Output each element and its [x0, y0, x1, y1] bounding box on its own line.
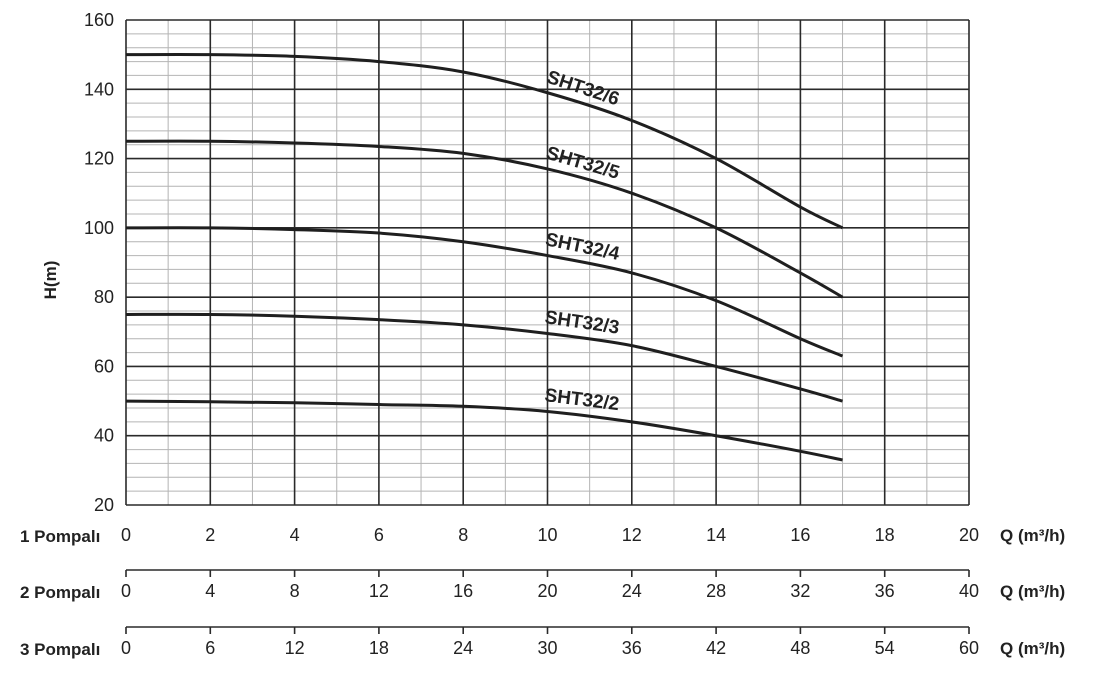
x-tick-label: 16 — [453, 581, 473, 601]
x-tick-label: 12 — [622, 525, 642, 545]
x-tick-label: 60 — [959, 638, 979, 658]
y-tick-label: 60 — [94, 356, 114, 376]
x-tick-label: 4 — [290, 525, 300, 545]
y-tick-label: 100 — [84, 218, 114, 238]
x-tick-label: 16 — [790, 525, 810, 545]
x-tick-label: 6 — [374, 525, 384, 545]
y-tick-labels: 160 140 120 100 80 60 40 20 — [84, 10, 114, 515]
x-tick-label: 12 — [369, 581, 389, 601]
x-tick-label: 24 — [453, 638, 473, 658]
x-tick-label: 48 — [790, 638, 810, 658]
series-line — [125, 399, 843, 462]
x-tick-label: 28 — [706, 581, 726, 601]
y-tick-label: 140 — [84, 79, 114, 99]
x-unit-label: Q (m³/h) — [1000, 639, 1065, 658]
series-line — [125, 53, 844, 230]
x-axes: 0 2 4 6 8 10 12 14 16 18 201 Pompalı Q (m³/h)0 4 8 12 1… — [20, 525, 1065, 659]
y-axis-label: H(m) — [41, 261, 60, 300]
curves — [125, 53, 844, 462]
x-tick-label: 32 — [790, 581, 810, 601]
x-tick-label: 6 — [205, 638, 215, 658]
x-tick-label: 10 — [537, 525, 557, 545]
x-tick-label: 12 — [285, 638, 305, 658]
x-tick-label: 18 — [369, 638, 389, 658]
x-unit-label: Q (m³/h) — [1000, 582, 1065, 601]
x-tick-label: 40 — [959, 581, 979, 601]
x-tick-label: 54 — [875, 638, 895, 658]
pump-count-label: 1 Pompalı — [20, 527, 100, 546]
x-unit-label: Q (m³/h) — [1000, 526, 1065, 545]
x-tick-label: 24 — [622, 581, 642, 601]
pump-count-label: 3 Pompalı — [20, 640, 100, 659]
x-tick-label: 8 — [458, 525, 468, 545]
x-tick-label: 0 — [121, 525, 131, 545]
series-label: SHT32/2 — [543, 385, 620, 415]
x-tick-label: 30 — [537, 638, 557, 658]
x-tick-label: 36 — [622, 638, 642, 658]
x-tick-label: 36 — [875, 581, 895, 601]
series-line — [125, 139, 844, 299]
x-tick-label: 0 — [121, 581, 131, 601]
x-tick-label: 42 — [706, 638, 726, 658]
x-tick-label: 8 — [290, 581, 300, 601]
x-tick-label: 18 — [875, 525, 895, 545]
series-line — [125, 312, 843, 403]
y-tick-label: 120 — [84, 149, 114, 169]
series-line — [125, 226, 844, 358]
y-tick-label: 20 — [94, 495, 114, 515]
series-label: SHT32/4 — [543, 229, 621, 265]
x-tick-label: 0 — [121, 638, 131, 658]
x-tick-label: 20 — [537, 581, 557, 601]
y-tick-label: 40 — [94, 426, 114, 446]
major-grid — [125, 19, 970, 506]
x-tick-label: 2 — [205, 525, 215, 545]
x-tick-label: 14 — [706, 525, 726, 545]
y-tick-label: 160 — [84, 10, 114, 30]
pump-count-label: 2 Pompalı — [20, 583, 100, 602]
x-tick-label: 4 — [205, 581, 215, 601]
y-tick-label: 80 — [94, 287, 114, 307]
x-tick-label: 20 — [959, 525, 979, 545]
